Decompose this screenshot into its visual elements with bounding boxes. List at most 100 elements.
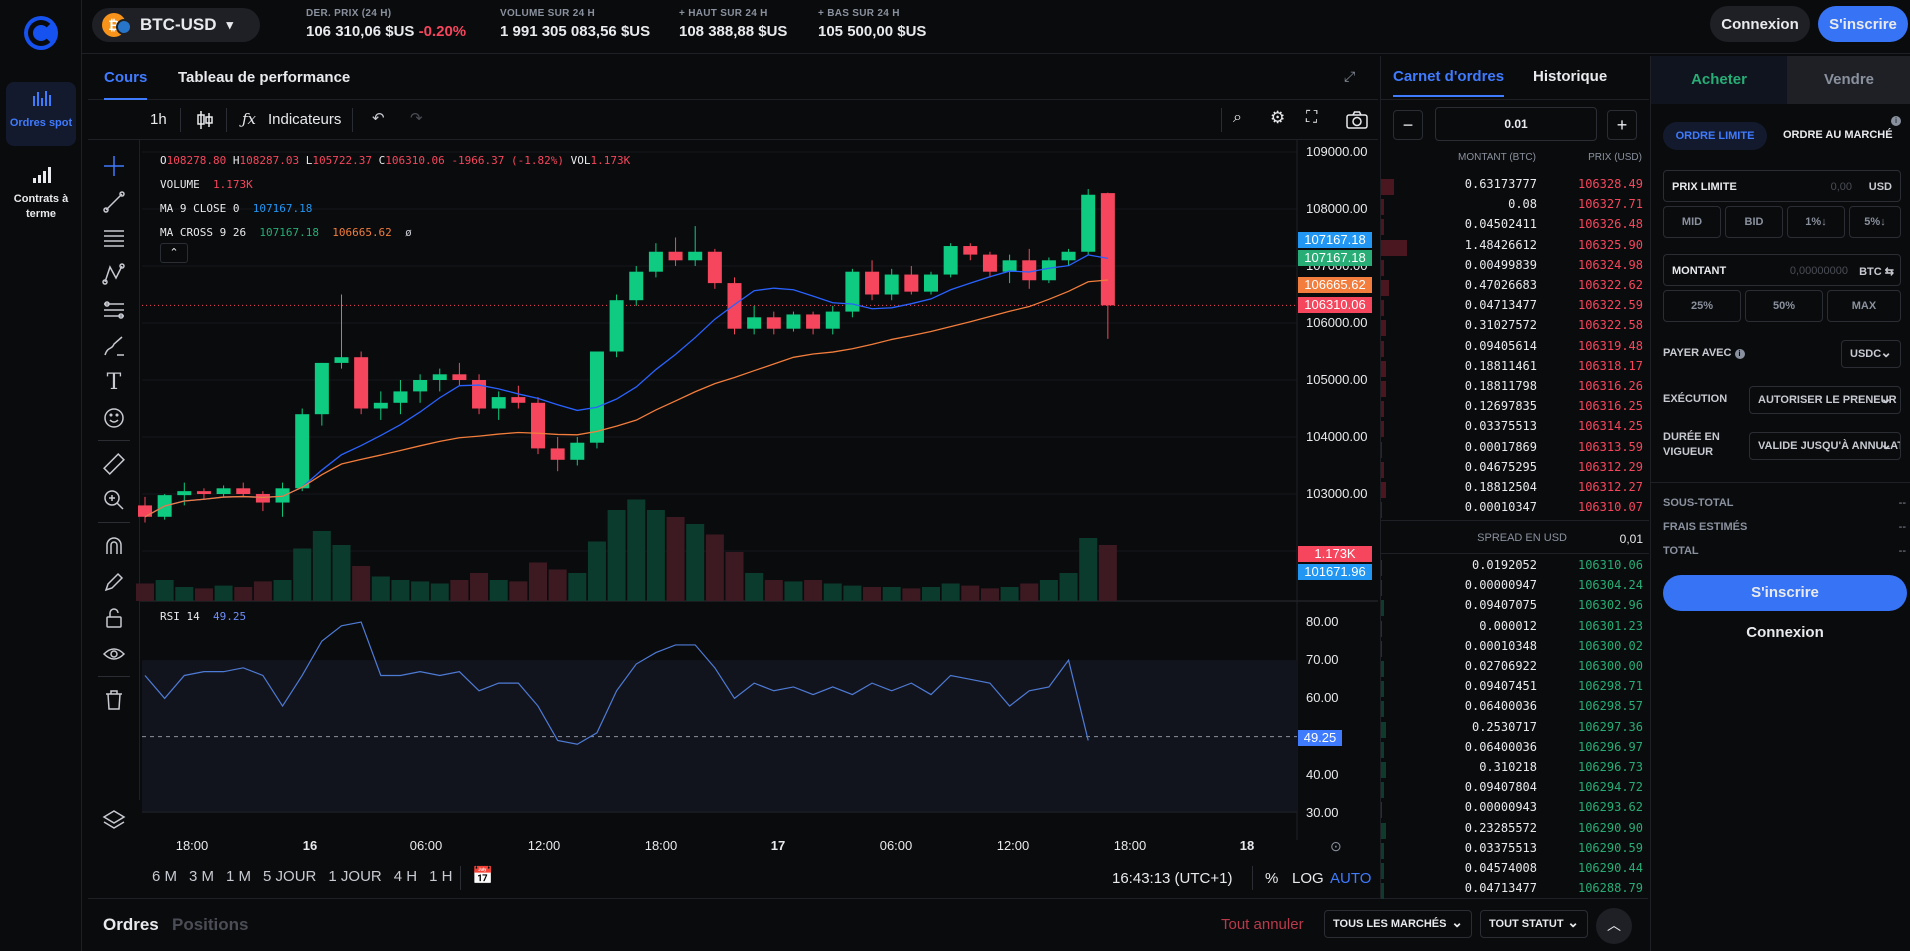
orderbook-row[interactable]: 0.00010347 106310.07: [1381, 500, 1649, 520]
orderbook-row[interactable]: 0.00000943 106293.62: [1381, 800, 1649, 820]
indicators-button[interactable]: Indicateurs: [268, 111, 342, 128]
orderbook-row[interactable]: 0.63173777 106328.49: [1381, 177, 1649, 197]
pencil-lock-icon[interactable]: [102, 570, 126, 594]
orderbook-row[interactable]: 0.04675295 106312.29: [1381, 460, 1649, 480]
range-4h[interactable]: 4 H: [393, 868, 418, 885]
orderbook-row[interactable]: 0.00010348 106300.02: [1381, 639, 1649, 659]
orderbook-row[interactable]: 0.09407075 106302.96: [1381, 598, 1649, 618]
amount-field[interactable]: MONTANT 0,00000000 BTC ⇆: [1663, 254, 1901, 286]
redo-icon[interactable]: ↷: [410, 110, 423, 127]
orderbook-row[interactable]: 0.310218 106296.73: [1381, 760, 1649, 780]
amount-unit-toggle[interactable]: BTC ⇆: [1859, 266, 1894, 278]
execution-select[interactable]: AUTORISER LE PRENEUR: [1749, 386, 1901, 414]
step-input[interactable]: 0.01: [1435, 107, 1597, 141]
info-icon[interactable]: i: [1734, 349, 1745, 359]
orderbook-row[interactable]: 0.02706922 106300.00: [1381, 659, 1649, 679]
undo-icon[interactable]: ↶: [372, 110, 385, 127]
chip-max[interactable]: MAX: [1827, 290, 1901, 322]
orderbook-row[interactable]: 0.18811798 106316.26: [1381, 379, 1649, 399]
brush-icon[interactable]: [102, 334, 126, 358]
limit-order-tab[interactable]: ORDRE LIMITE: [1663, 122, 1767, 150]
gear-icon[interactable]: ⚙: [1270, 108, 1286, 127]
status-filter[interactable]: TOUT STATUT: [1480, 910, 1588, 938]
lock-icon[interactable]: [102, 606, 126, 630]
ruler-icon[interactable]: [102, 452, 126, 476]
chevron-up-icon[interactable]: ︿: [1596, 908, 1632, 944]
orderbook-row[interactable]: 0.12697835 106316.25: [1381, 399, 1649, 419]
nav-futures[interactable]: Contrats à terme: [6, 158, 76, 222]
horizontal-lines-icon[interactable]: [102, 226, 126, 250]
pair-selector[interactable]: ₿ BTC-USD ▾: [92, 8, 260, 42]
collapse-legend-button[interactable]: ⌃: [160, 243, 188, 263]
orderbook-row[interactable]: 1.48426612 106325.90: [1381, 238, 1649, 258]
orderbook-row[interactable]: 0.06400036 106296.97: [1381, 740, 1649, 760]
orderbook-row[interactable]: 0.06400036 106298.57: [1381, 699, 1649, 719]
range-1h[interactable]: 1 H: [429, 868, 453, 885]
eye-icon[interactable]: [102, 642, 126, 666]
signup-order-button[interactable]: S'inscrire: [1663, 575, 1907, 611]
emoji-icon[interactable]: [102, 406, 126, 430]
chip-50[interactable]: 50%: [1745, 290, 1823, 322]
calendar-icon[interactable]: 📅: [472, 866, 494, 885]
orderbook-row[interactable]: 0.31027572 106322.58: [1381, 318, 1649, 338]
orderbook-row[interactable]: 0.04713477 106288.79: [1381, 881, 1649, 901]
chip-1pct[interactable]: 1%↓: [1787, 206, 1845, 238]
orderbook-row[interactable]: 0.04502411 106326.48: [1381, 217, 1649, 237]
tab-history[interactable]: Historique: [1533, 68, 1608, 85]
buy-tab[interactable]: Acheter: [1651, 56, 1787, 104]
chip-mid[interactable]: MID: [1663, 206, 1721, 238]
limit-price-field[interactable]: PRIX LIMITE 0,00 USD: [1663, 170, 1901, 202]
signup-button[interactable]: S'inscrire: [1818, 6, 1908, 42]
orderbook-row[interactable]: 0.08 106327.71: [1381, 197, 1649, 217]
plus-button[interactable]: +: [1607, 110, 1637, 140]
orderbook-row[interactable]: 0.000012 106301.23: [1381, 619, 1649, 639]
crosshair-icon[interactable]: [102, 154, 126, 178]
fullscreen-icon[interactable]: ⛶: [1306, 109, 1318, 126]
orderbook-row[interactable]: 0.00017869 106313.59: [1381, 440, 1649, 460]
orderbook-row[interactable]: 0.18812504 106312.27: [1381, 480, 1649, 500]
orderbook-row[interactable]: 0.00000947 106304.24: [1381, 578, 1649, 598]
range-1m[interactable]: 1 M: [226, 868, 252, 885]
orderbook-row[interactable]: 0.09407804 106294.72: [1381, 780, 1649, 800]
login-button[interactable]: Connexion: [1710, 6, 1810, 42]
chip-25[interactable]: 25%: [1663, 290, 1741, 322]
tab-orderbook[interactable]: Carnet d'ordres: [1393, 68, 1505, 97]
magnifier-icon[interactable]: ⌕: [1233, 109, 1242, 126]
range-5jour[interactable]: 5 JOUR: [263, 868, 317, 885]
trash-icon[interactable]: [102, 688, 126, 712]
orderbook-row[interactable]: 0.03375513 106290.59: [1381, 841, 1649, 861]
pattern-icon[interactable]: [102, 262, 126, 286]
markets-filter[interactable]: TOUS LES MARCHÉS: [1324, 910, 1472, 938]
orderbook-row[interactable]: 0.23285572 106290.90: [1381, 821, 1649, 841]
orderbook-row[interactable]: 0.04713477 106322.59: [1381, 298, 1649, 318]
tab-performance[interactable]: Tableau de performance: [178, 69, 351, 86]
orderbook-row[interactable]: 0.2530717 106297.36: [1381, 720, 1649, 740]
tab-cours[interactable]: Cours: [104, 69, 148, 100]
orderbook-row[interactable]: 0.04574008 106290.44: [1381, 861, 1649, 881]
range-1jour[interactable]: 1 JOUR: [328, 868, 382, 885]
camera-icon[interactable]: [1346, 111, 1368, 129]
tab-orders[interactable]: Ordres: [103, 915, 159, 934]
market-order-tab[interactable]: ORDRE AU MARCHÉ: [1783, 129, 1893, 141]
minus-button[interactable]: −: [1393, 110, 1423, 140]
chip-5pct[interactable]: 5%↓: [1849, 206, 1901, 238]
orderbook-row[interactable]: 0.00499839 106324.98: [1381, 258, 1649, 278]
orderbook-row[interactable]: 0.18811461 106318.17: [1381, 359, 1649, 379]
fib-icon[interactable]: [102, 298, 126, 322]
orderbook-row[interactable]: 0.03375513 106314.25: [1381, 419, 1649, 439]
orderbook-row[interactable]: 0.09407451 106298.71: [1381, 679, 1649, 699]
orderbook-row[interactable]: 0.0192052 106310.06: [1381, 558, 1649, 578]
reset-axis-icon[interactable]: ⊙: [1330, 838, 1342, 854]
login-order-link[interactable]: Connexion: [1746, 624, 1824, 641]
percent-toggle[interactable]: %: [1265, 870, 1279, 887]
zoom-in-icon[interactable]: [102, 488, 126, 512]
candle-type-icon[interactable]: [196, 110, 214, 130]
tab-positions[interactable]: Positions: [172, 915, 249, 934]
text-icon[interactable]: T: [106, 370, 122, 395]
chip-bid[interactable]: BID: [1725, 206, 1783, 238]
trendline-icon[interactable]: [102, 190, 126, 214]
sell-tab[interactable]: Vendre: [1787, 56, 1910, 104]
duration-select[interactable]: VALIDE JUSQU'À ANNULATION: [1749, 432, 1901, 460]
orderbook-row[interactable]: 0.09405614 106319.48: [1381, 339, 1649, 359]
orderbook-row[interactable]: 0.47026683 106322.62: [1381, 278, 1649, 298]
